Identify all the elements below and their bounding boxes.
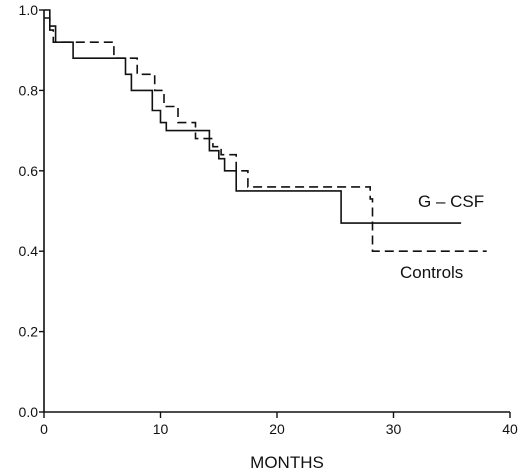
y-tick-label: 0.8 xyxy=(19,82,39,98)
series-label-controls: Controls xyxy=(400,263,463,282)
x-tick-label: 30 xyxy=(386,421,402,437)
x-axis-ticks: 0 10 20 30 40 xyxy=(40,412,518,437)
x-tick-label: 10 xyxy=(153,421,169,437)
y-axis-ticks: 0.0 0.2 0.4 0.6 0.8 1.0 xyxy=(19,2,44,420)
y-tick-label: 0.2 xyxy=(19,324,39,340)
y-tick-label: 1.0 xyxy=(19,2,39,18)
series-layer xyxy=(44,9,487,252)
axis-frame xyxy=(43,10,510,413)
y-tick-label: 0.4 xyxy=(19,243,39,259)
x-tick-label: 20 xyxy=(269,421,285,437)
y-tick-label: 0.6 xyxy=(19,163,39,179)
axes xyxy=(43,10,510,413)
y-tick-label: 0.0 xyxy=(19,404,39,420)
series-line-controls xyxy=(44,17,487,252)
x-tick-label: 0 xyxy=(40,421,48,437)
x-tick-label: 40 xyxy=(502,421,518,437)
series-label-gcsf: G – CSF xyxy=(418,192,484,211)
x-axis-title: MONTHS xyxy=(250,453,324,472)
